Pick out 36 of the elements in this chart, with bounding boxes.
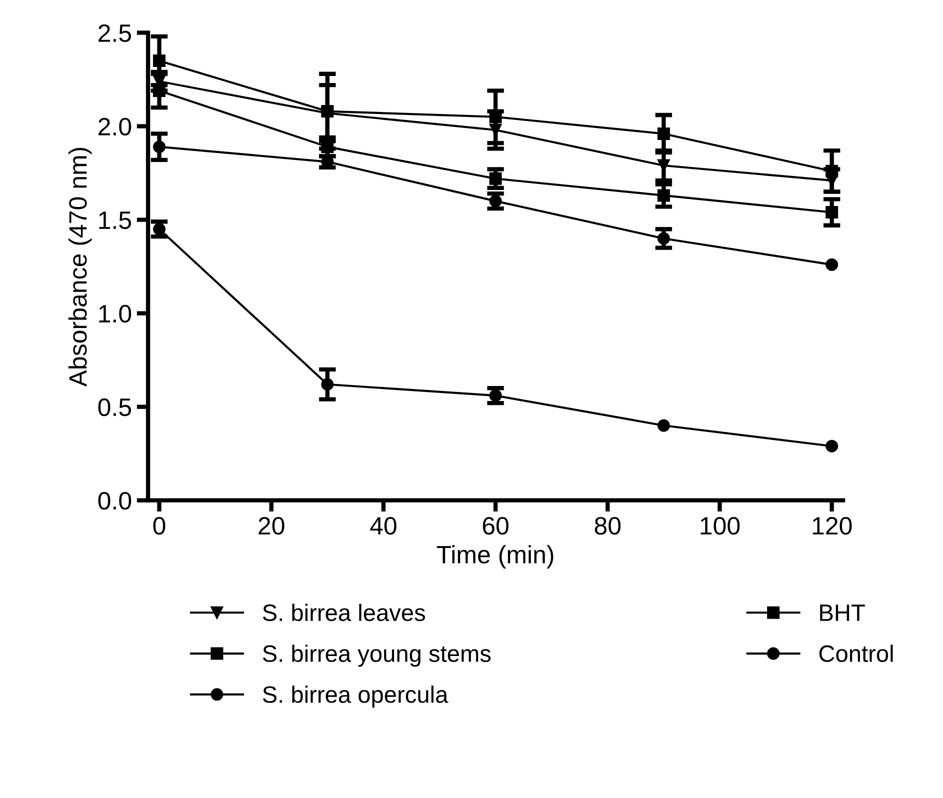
point (489, 389, 502, 402)
legend-label: S. birrea opercula (262, 686, 448, 708)
y-tick-label: 0.0 (98, 492, 132, 510)
legend-label: S. birrea young stems (262, 644, 491, 667)
legend-label: BHT (820, 604, 865, 621)
x-tick-label: 100 (700, 516, 740, 535)
point (826, 206, 838, 219)
y-tick-label: 0.5 (98, 398, 132, 416)
x-tick-label: 40 (370, 516, 396, 535)
y-tick-label: 2.0 (98, 118, 132, 136)
point (657, 419, 670, 432)
y-tick-label: 1.5 (99, 212, 132, 230)
point (153, 222, 166, 236)
point (321, 378, 334, 391)
x-axis-title: Time (min) (436, 545, 554, 568)
x-tick-label: 60 (482, 516, 508, 535)
legend-label: Control (819, 644, 893, 662)
point (321, 105, 334, 118)
x-tick-label: 0 (153, 516, 166, 535)
point (489, 194, 502, 208)
point (826, 440, 838, 452)
point (153, 140, 166, 154)
point (826, 164, 838, 178)
point (657, 127, 670, 140)
x-tick-label: 120 (812, 516, 852, 535)
point (489, 172, 502, 185)
x-tick-label: 80 (594, 516, 621, 535)
point (153, 54, 166, 68)
y-tick-label: 2.5 (98, 24, 132, 42)
x-tick-label: 20 (258, 516, 284, 535)
y-tick-label: 1.0 (99, 304, 132, 323)
legend-label: S. birrea leaves (262, 604, 426, 622)
point (826, 258, 838, 271)
point (657, 189, 670, 202)
y-axis-title: Absorbance (470 nm) (68, 148, 92, 387)
point (657, 232, 670, 245)
